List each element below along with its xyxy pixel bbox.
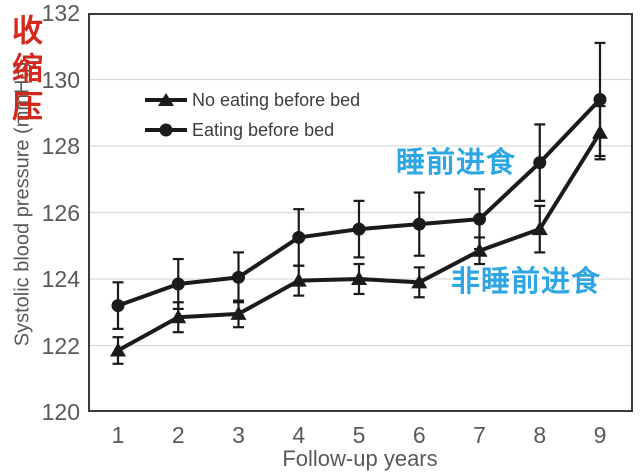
- data-point-triangle: [531, 221, 548, 236]
- data-point-circle: [593, 92, 607, 106]
- x-tick-2: 2: [171, 422, 185, 448]
- data-point-triangle: [290, 272, 307, 287]
- x-tick-5: 5: [352, 422, 366, 448]
- x-tick-7: 7: [473, 422, 486, 448]
- legend-item-no-eating: No eating before bed: [143, 85, 360, 115]
- x-tick-8: 8: [533, 422, 547, 448]
- x-tick-4: 4: [292, 422, 306, 448]
- data-point-triangle: [110, 342, 126, 357]
- y-tick-124: 124: [41, 266, 80, 292]
- data-point-triangle: [230, 305, 247, 320]
- annotation-eating-before-bed-cn: 睡前进食: [396, 147, 517, 179]
- legend-label: Eating before bed: [192, 119, 335, 140]
- legend-triangle-marker-icon: [145, 93, 187, 106]
- annotation-systolic-pressure-cn: 收缩压: [7, 14, 42, 128]
- legend-item-eating: Eating before bed: [143, 115, 360, 145]
- data-point-circle: [533, 156, 547, 170]
- data-point-circle: [232, 270, 245, 284]
- plot-frame: [88, 13, 633, 412]
- y-tick-126: 126: [41, 199, 80, 226]
- y-tick-132: 132: [41, 0, 80, 26]
- legend-circle-marker-icon: [145, 123, 187, 137]
- x-tick-1: 1: [111, 422, 125, 448]
- y-tick-122: 122: [41, 332, 80, 359]
- legend: No eating before bed Eating before bed: [143, 85, 360, 145]
- x-tick-6: 6: [412, 422, 426, 448]
- data-point-circle: [412, 217, 426, 231]
- x-tick-9: 9: [593, 422, 607, 448]
- y-tick-120: 120: [41, 399, 80, 425]
- y-tick-128: 128: [41, 133, 80, 159]
- data-point-triangle: [351, 271, 367, 285]
- data-point-triangle: [170, 309, 187, 324]
- data-point-circle: [111, 299, 125, 313]
- annotation-no-eating-before-bed-cn: 非睡前进食: [451, 266, 602, 298]
- x-tick-3: 3: [232, 422, 245, 448]
- data-point-circle: [171, 277, 185, 291]
- x-axis-title: Follow-up years: [282, 446, 438, 471]
- legend-label: No eating before bed: [192, 89, 361, 110]
- y-tick-130: 130: [41, 66, 80, 93]
- data-point-triangle: [411, 274, 428, 289]
- data-point-circle: [292, 230, 306, 244]
- data-point-circle: [473, 212, 486, 226]
- data-point-circle: [352, 222, 366, 236]
